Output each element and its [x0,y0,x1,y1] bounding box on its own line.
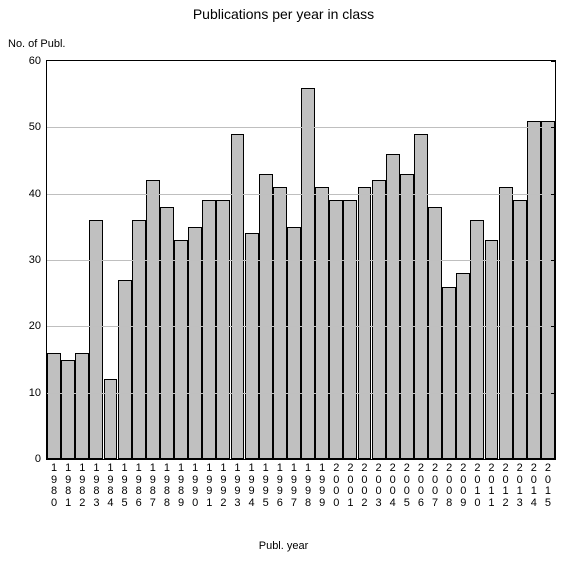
x-tick-label: 1 9 9 5 [259,459,273,509]
x-tick-label: 1 9 8 0 [47,459,61,509]
x-tick-label: 1 9 8 7 [146,459,160,509]
y-tick-label: 50 [29,121,47,133]
x-tick-label: 2 0 0 6 [414,459,428,509]
bar [513,200,527,459]
bar [485,240,499,459]
bar [75,353,89,459]
x-tick-label: 2 0 0 3 [372,459,386,509]
x-tick-label: 1 9 8 4 [103,459,117,509]
x-tick-label: 1 9 8 6 [132,459,146,509]
x-tick-label: 1 9 9 0 [188,459,202,509]
grid-line [47,393,555,394]
bar [118,280,132,459]
x-tick-label: 2 0 0 2 [357,459,371,509]
bar [216,200,230,459]
x-tick-label: 1 9 9 9 [315,459,329,509]
bar [160,207,174,459]
plot-area: 01020304050601 9 8 01 9 8 11 9 8 21 9 8 … [46,60,556,460]
y-tick-label: 30 [29,254,47,266]
x-tick-label: 2 0 0 9 [456,459,470,509]
x-tick-label: 2 0 1 3 [513,459,527,509]
y-axis-title: No. of Publ. [8,38,65,50]
x-tick-label: 2 0 1 4 [527,459,541,509]
x-tick-label: 1 9 8 2 [75,459,89,509]
x-tick-label: 1 9 8 8 [160,459,174,509]
bar [61,360,75,460]
x-tick-label: 2 0 1 2 [499,459,513,509]
x-tick-label: 1 9 9 3 [230,459,244,509]
bar [456,273,470,459]
bar [47,353,61,459]
bar [132,220,146,459]
grid-line [47,194,555,195]
x-tick-label: 2 0 0 4 [386,459,400,509]
bar [400,174,414,459]
bar [414,134,428,459]
x-tick-label: 2 0 0 5 [400,459,414,509]
x-tick-label: 2 0 1 1 [484,459,498,509]
x-tick-label: 2 0 0 0 [329,459,343,509]
y-tick-mark [551,61,556,62]
x-tick-label: 2 0 1 0 [470,459,484,509]
y-tick-mark [551,127,556,128]
x-tick-label: 1 9 8 9 [174,459,188,509]
chart-container: Publications per year in class No. of Pu… [0,0,567,567]
x-axis-title: Publ. year [0,540,567,552]
bar [329,200,343,459]
chart-title: Publications per year in class [0,6,567,22]
y-tick-mark [551,260,556,261]
y-tick-label: 40 [29,188,47,200]
x-tick-label: 1 9 9 4 [245,459,259,509]
bar [343,200,357,459]
x-tick-label: 1 9 9 6 [273,459,287,509]
bar [315,187,329,459]
grid-line [47,260,555,261]
x-tick-label: 1 9 9 8 [301,459,315,509]
bar [499,187,513,459]
x-tick-label: 2 0 0 1 [343,459,357,509]
x-tick-label: 1 9 9 7 [287,459,301,509]
bar [470,220,484,459]
grid-line [47,127,555,128]
bar [386,154,400,459]
bar [442,287,456,459]
x-tick-label: 2 0 0 7 [428,459,442,509]
bar [273,187,287,459]
x-tick-label: 1 9 8 3 [89,459,103,509]
grid-line [47,326,555,327]
x-tick-label: 1 9 9 2 [216,459,230,509]
bar [146,180,160,459]
x-tick-label: 2 0 1 5 [541,459,555,509]
bar [89,220,103,459]
bar [188,227,202,459]
bar [287,227,301,459]
y-tick-label: 0 [35,453,47,465]
x-tick-label: 2 0 0 8 [442,459,456,509]
y-tick-label: 20 [29,320,47,332]
bar [231,134,245,459]
bar [202,200,216,459]
x-tick-label: 1 9 8 1 [61,459,75,509]
bar [259,174,273,459]
y-tick-label: 10 [29,387,47,399]
bar [428,207,442,459]
bar [372,180,386,459]
bar [358,187,372,459]
bar [301,88,315,459]
x-tick-label: 1 9 9 1 [202,459,216,509]
bar [174,240,188,459]
bar [527,121,541,459]
bar [541,121,555,459]
y-tick-mark [551,393,556,394]
x-tick-label: 1 9 8 5 [118,459,132,509]
y-tick-label: 60 [29,55,47,67]
y-tick-mark [551,326,556,327]
bar [245,233,259,459]
bar [104,379,118,459]
y-tick-mark [551,194,556,195]
